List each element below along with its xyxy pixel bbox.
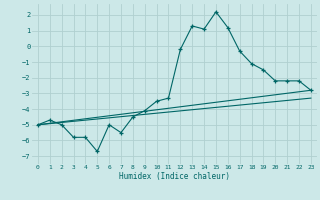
X-axis label: Humidex (Indice chaleur): Humidex (Indice chaleur) xyxy=(119,172,230,181)
